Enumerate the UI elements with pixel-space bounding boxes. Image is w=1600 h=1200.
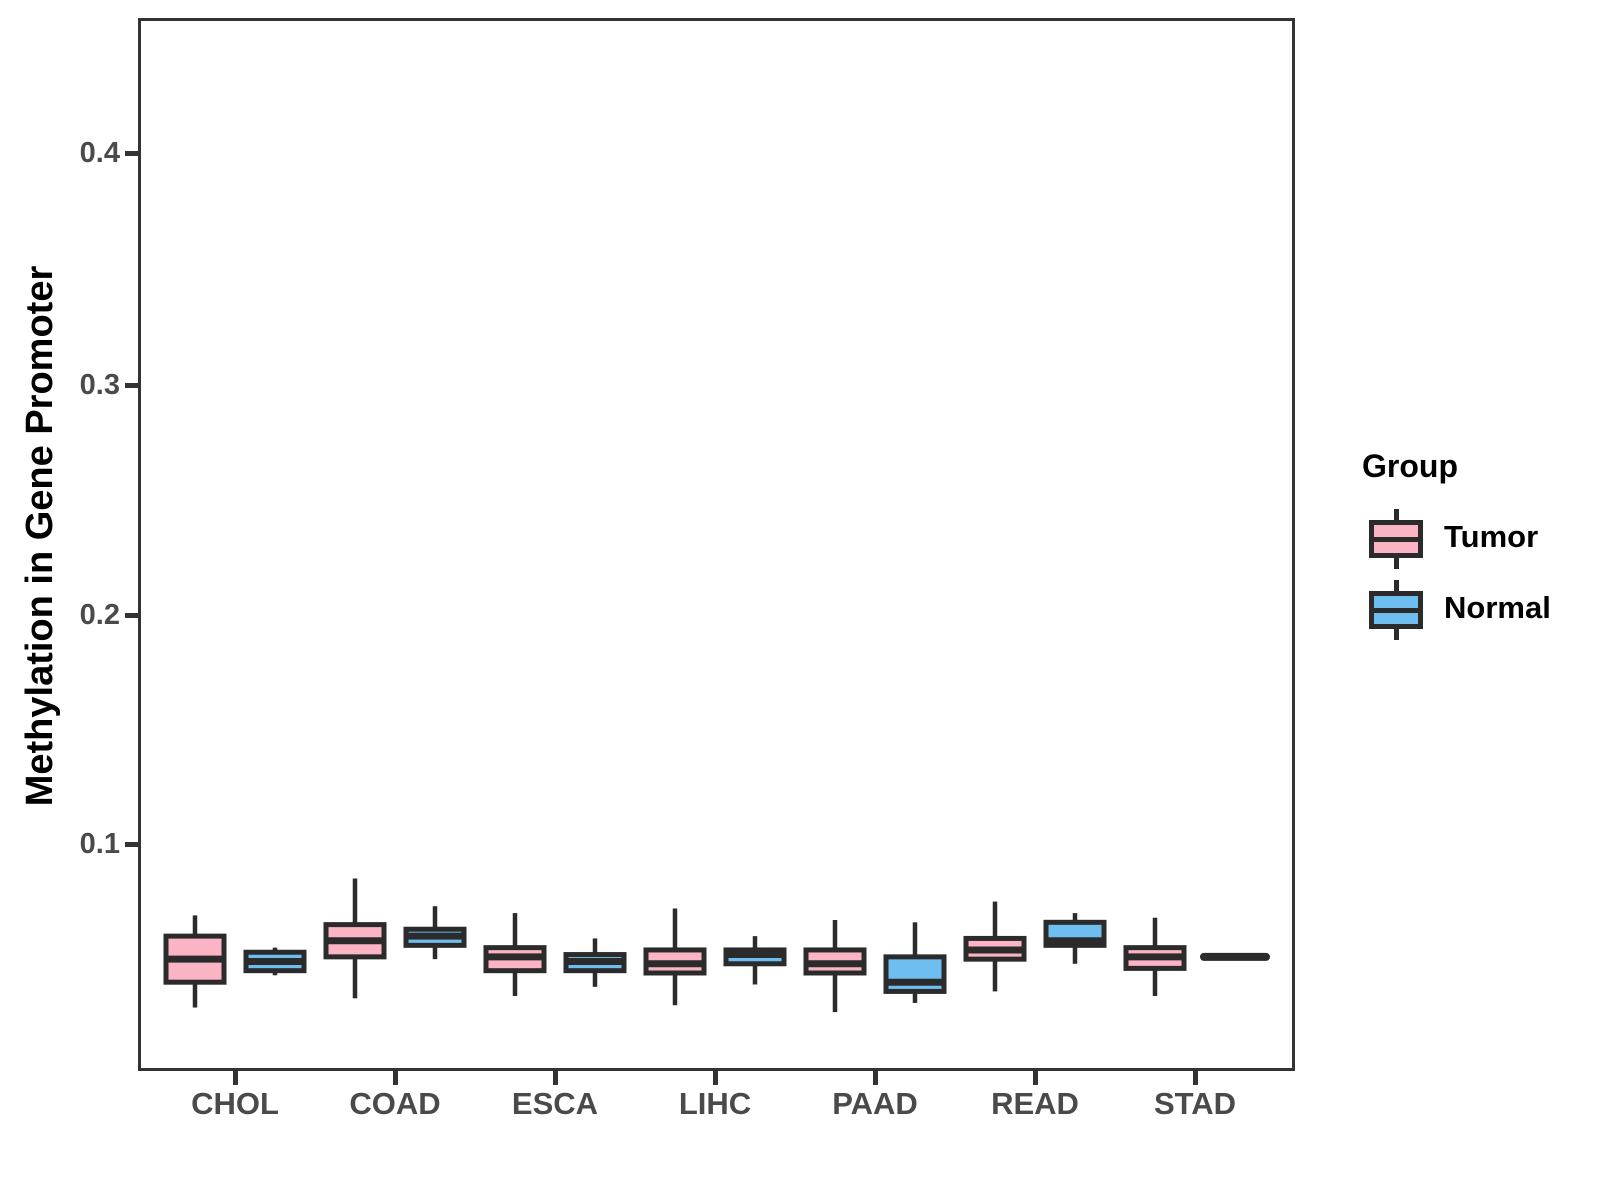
median-line-icon [1374, 607, 1418, 613]
x-tick-label-chol: CHOL [191, 1086, 279, 1121]
boxplot-normal-LIHC [723, 936, 787, 985]
legend-label-normal: Normal [1444, 590, 1551, 625]
y-tick-label: 0.1 [79, 828, 120, 860]
plot-panel [138, 18, 1295, 1071]
legend-whisker-icon [1393, 627, 1399, 640]
tumor-boxplot-icon [1369, 520, 1423, 558]
x-tick-mark [1192, 1070, 1198, 1085]
x-tick-label-paad: PAAD [832, 1086, 918, 1121]
y-tick-mark [125, 382, 140, 388]
x-tick-label-esca: ESCA [511, 1086, 599, 1121]
y-axis-title: Methylation in Gene Promoter [19, 265, 61, 807]
median-line-icon [1374, 536, 1418, 542]
normal-boxplot-icon [1369, 591, 1423, 629]
boxplot-normal-CHOL [243, 947, 307, 976]
boxplot-canvas [163, 878, 1270, 1013]
legend-whisker-icon [1393, 509, 1399, 522]
x-tick-label-coad: COAD [349, 1086, 441, 1121]
y-tick-mark [125, 612, 140, 618]
boxplot-normal-READ [1043, 913, 1107, 964]
legend-title: Group [1362, 448, 1458, 484]
y-tick-mark [125, 841, 140, 847]
legend: Group Tumor Normal [1330, 440, 1590, 660]
x-tick-mark [1032, 1070, 1038, 1085]
x-tick-mark [872, 1070, 878, 1085]
x-tick-mark [712, 1070, 718, 1085]
boxplot-normal-ESCA [563, 938, 627, 987]
x-tick-mark [552, 1070, 558, 1085]
legend-label-tumor: Tumor [1444, 519, 1539, 554]
boxplot-tumor-PAAD [803, 920, 867, 1013]
boxplot-tumor-COAD [323, 878, 387, 999]
x-tick-mark [232, 1070, 238, 1085]
x-tick-mark [392, 1070, 398, 1085]
x-tick-label-read: READ [991, 1086, 1079, 1121]
legend-entry-tumor: Tumor [1330, 508, 1590, 569]
boxplot-tumor-LIHC [643, 908, 707, 1006]
boxplot-normal-COAD [403, 906, 467, 960]
boxplot-tumor-ESCA [483, 913, 547, 997]
legend-entry-normal: Normal [1330, 579, 1590, 640]
y-tick-label: 0.2 [79, 599, 120, 631]
y-tick-label: 0.3 [79, 369, 120, 401]
legend-whisker-icon [1393, 580, 1399, 593]
boxplot-normal-PAAD [883, 922, 947, 1003]
x-tick-label-lihc: LIHC [678, 1086, 752, 1121]
boxplot-tumor-READ [963, 901, 1027, 992]
legend-whisker-icon [1393, 556, 1399, 569]
y-tick-mark [125, 150, 140, 156]
y-tick-label: 0.4 [79, 137, 120, 169]
boxplot-tumor-STAD [1123, 917, 1187, 997]
boxplot-tumor-CHOL [163, 915, 227, 1008]
x-tick-label-stad: STAD [1153, 1086, 1237, 1121]
